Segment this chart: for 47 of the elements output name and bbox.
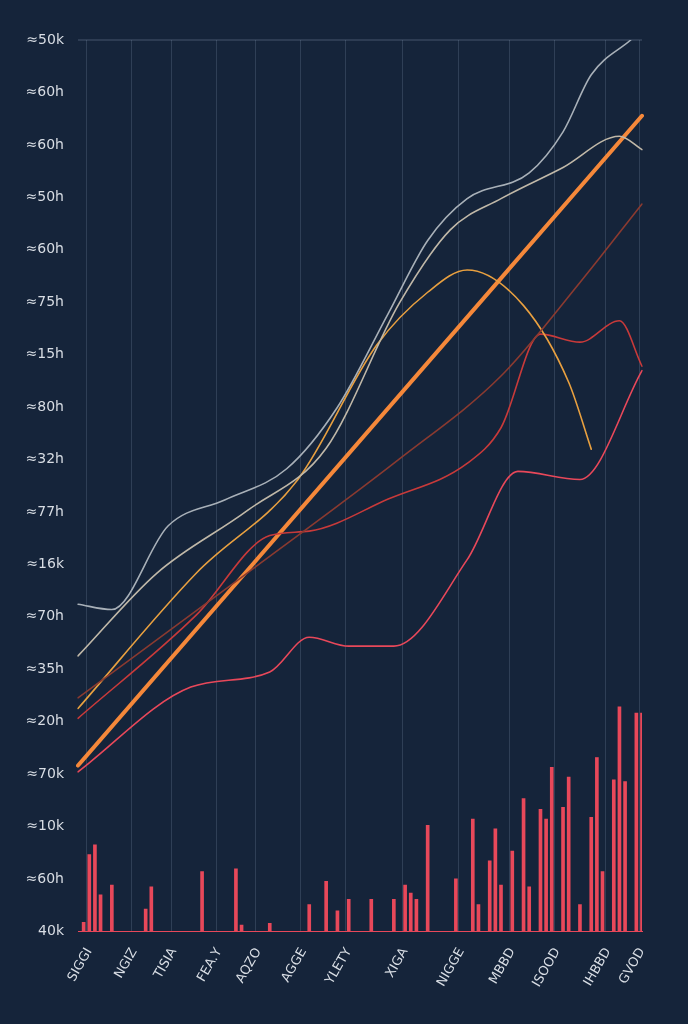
text: ≈35h xyxy=(25,659,64,676)
bar xyxy=(527,886,532,932)
text: ≈50h xyxy=(25,187,64,204)
bar xyxy=(200,871,204,932)
text: ≈60h xyxy=(25,869,64,886)
text: ≈75h xyxy=(25,292,64,309)
bar xyxy=(307,904,312,932)
text: ≈15h xyxy=(25,345,64,362)
bar xyxy=(595,757,599,932)
text: ≈70h xyxy=(25,607,64,624)
text: ≈80h xyxy=(25,397,64,414)
bar xyxy=(611,779,616,932)
text: ≈77h xyxy=(25,502,64,519)
bar xyxy=(561,807,565,932)
bar xyxy=(425,824,430,932)
bar xyxy=(324,881,328,932)
text: ≈50k xyxy=(26,30,65,47)
text: ≈60h xyxy=(25,83,64,100)
bar xyxy=(454,878,458,932)
bar xyxy=(93,844,97,932)
text: ≈20h xyxy=(25,712,64,729)
bar xyxy=(110,884,114,932)
text: ≈32h xyxy=(25,450,64,467)
bar xyxy=(87,854,92,932)
bar xyxy=(623,781,627,932)
bar xyxy=(578,904,582,932)
bar xyxy=(470,818,475,932)
text: ≈60h xyxy=(25,240,64,257)
bar xyxy=(499,884,503,932)
bar xyxy=(234,868,238,932)
bar xyxy=(267,922,272,932)
bar xyxy=(549,767,554,932)
bar xyxy=(392,898,396,932)
bar xyxy=(566,776,571,932)
bar xyxy=(510,850,515,932)
bar xyxy=(408,892,413,932)
bar xyxy=(346,898,351,932)
text: ≈60h xyxy=(25,135,64,152)
text: 40k xyxy=(38,921,65,938)
bar xyxy=(589,816,594,932)
bar xyxy=(369,898,374,932)
bar xyxy=(403,884,407,932)
text: ≈10k xyxy=(26,817,65,834)
text: ≈16k xyxy=(26,554,65,571)
text: ≈70k xyxy=(26,764,65,781)
bar xyxy=(487,860,492,932)
bar xyxy=(544,818,548,932)
